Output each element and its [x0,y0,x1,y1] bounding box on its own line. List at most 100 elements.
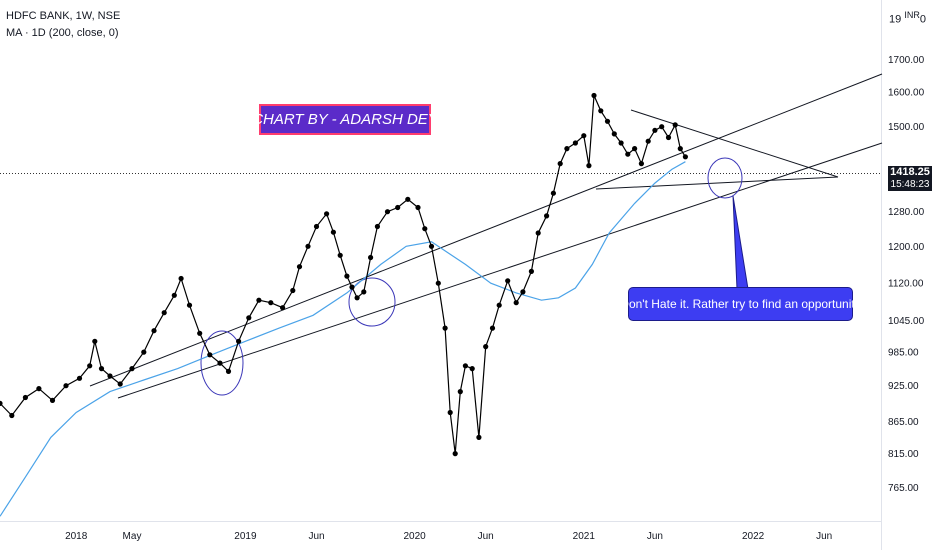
price-point[interactable] [280,305,286,311]
price-point[interactable] [422,226,428,232]
price-point[interactable] [638,161,645,167]
price-point[interactable] [9,412,15,419]
time-axis-label: Jun [647,531,663,542]
price-point[interactable] [415,204,421,211]
price-point[interactable] [207,352,213,358]
price-point[interactable] [557,161,563,167]
price-point[interactable] [618,140,624,146]
price-point[interactable] [107,373,113,379]
price-point[interactable] [374,223,380,230]
price-point[interactable] [476,434,482,440]
price-point[interactable] [256,297,262,303]
price-point[interactable] [324,211,330,217]
price-point[interactable] [337,252,343,258]
price-point[interactable] [63,383,69,389]
price-point[interactable] [598,108,604,114]
price-point[interactable] [141,349,147,355]
price-point[interactable] [296,264,303,270]
price-point[interactable] [677,146,683,152]
price-point[interactable] [462,363,468,369]
price-point[interactable] [659,124,665,130]
price-point[interactable] [564,146,570,152]
price-point[interactable] [354,295,360,301]
price-point[interactable] [36,386,42,392]
price-point[interactable] [178,275,184,282]
price-point[interactable] [236,338,242,344]
price-point[interactable] [528,268,535,274]
price-point[interactable] [457,389,463,395]
price-point[interactable] [117,381,123,387]
circle-annotation[interactable] [707,157,743,199]
price-point[interactable] [520,289,526,295]
price-point[interactable] [469,366,475,372]
time-axis-label: 2019 [234,531,257,542]
price-point[interactable] [442,325,448,331]
price-point[interactable] [672,122,678,128]
price-point[interactable] [550,190,557,196]
price-point[interactable] [505,278,511,284]
triangle-upper-line[interactable] [630,109,839,178]
price-point[interactable] [225,368,232,374]
price-point[interactable] [151,328,157,334]
price-point[interactable] [87,363,93,369]
circle-annotation[interactable] [348,277,396,327]
price-point[interactable] [313,223,320,230]
price-point[interactable] [395,204,401,211]
price-point[interactable] [290,287,296,294]
price-point[interactable] [581,133,587,139]
price-point[interactable] [186,302,193,308]
circle-annotations[interactable] [200,157,743,396]
price-point[interactable] [665,134,672,141]
lower-channel-line[interactable] [117,142,883,399]
price-point[interactable] [535,230,541,236]
price-point[interactable] [161,310,167,316]
price-point[interactable] [268,300,274,306]
price-point[interactable] [217,360,223,366]
price-point[interactable] [0,400,3,406]
price-point[interactable] [611,131,617,137]
price-point[interactable] [483,344,489,350]
upper-channel-line[interactable] [89,73,883,387]
price-point[interactable] [405,196,411,202]
price-point[interactable] [197,330,203,336]
price-point[interactable] [452,451,458,457]
price-line[interactable] [0,95,686,454]
price-point[interactable] [645,138,651,144]
price-point[interactable] [171,292,177,298]
price-point[interactable] [76,375,83,381]
price-point[interactable] [682,154,689,160]
price-point[interactable] [349,284,355,290]
price-point[interactable] [246,315,252,321]
price-point[interactable] [435,280,441,286]
price-point[interactable] [98,366,105,372]
price-point[interactable] [384,209,391,215]
price-point[interactable] [591,92,597,99]
price-point[interactable] [572,140,579,146]
triangle-lower-line[interactable] [595,176,839,190]
price-point[interactable] [344,273,350,279]
price-point[interactable] [489,325,496,331]
price-point[interactable] [49,397,56,403]
moving-average-line[interactable] [0,161,686,517]
price-point[interactable] [544,213,550,219]
price-axis-label: 1120.00 [888,279,924,290]
price-point[interactable] [652,127,658,133]
price-point[interactable] [330,229,336,235]
price-point[interactable] [22,394,28,401]
price-point[interactable] [513,300,519,306]
price-point[interactable] [368,254,374,261]
price-point[interactable] [428,243,435,249]
circle-annotation[interactable] [200,330,244,396]
price-point[interactable] [625,151,631,157]
price-point[interactable] [632,146,638,152]
price-point[interactable] [129,366,135,372]
price-point[interactable] [586,163,592,169]
price-point[interactable] [92,338,98,344]
price-point[interactable] [604,118,611,124]
trendlines[interactable] [89,73,883,399]
price-point[interactable] [447,409,453,416]
price-point[interactable] [361,289,367,295]
price-point[interactable] [496,302,502,308]
price-point[interactable] [305,243,311,249]
